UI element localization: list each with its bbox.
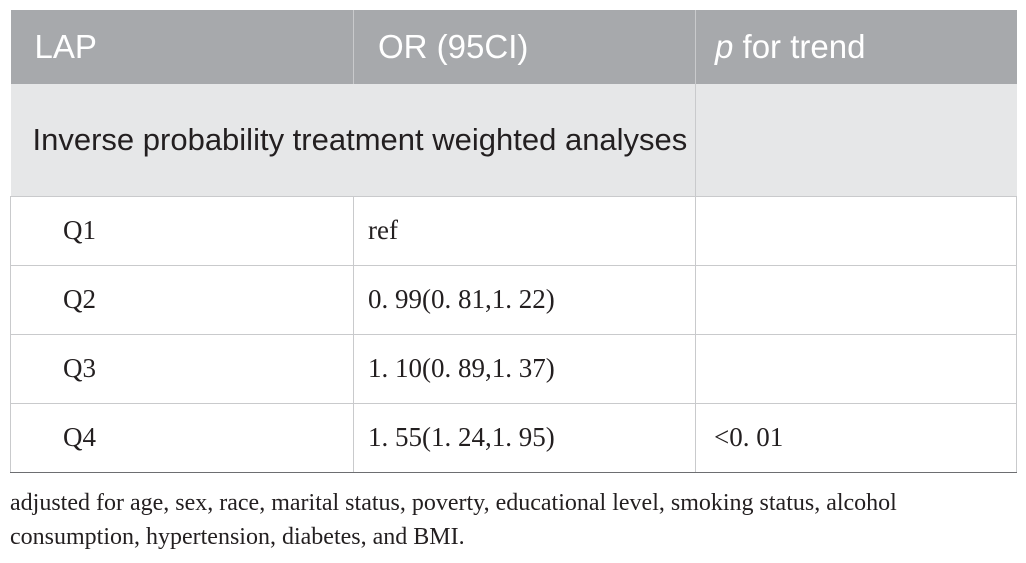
header-p-italic: p: [715, 28, 734, 65]
section-row: Inverse probability treatment weighted a…: [10, 84, 1017, 197]
header-or-ci: OR (95CI): [353, 10, 696, 84]
cell-p-trend: [695, 196, 1017, 266]
cell-or-ci: 0. 99(0. 81,1. 22): [353, 265, 696, 335]
table-row: Q2 0. 99(0. 81,1. 22): [10, 265, 1017, 335]
table-footnote: adjusted for age, sex, race, marital sta…: [10, 490, 897, 550]
cell-quartile: Q3: [10, 334, 354, 404]
header-lap: LAP: [10, 10, 354, 84]
header-row: LAP OR (95CI) p for trend: [10, 10, 1017, 84]
cell-quartile: Q1: [10, 196, 354, 266]
results-table-container: LAP OR (95CI) p for trend Inverse probab…: [10, 10, 1017, 473]
cell-or-ci: 1. 55(1. 24,1. 95): [353, 403, 696, 473]
section-label: Inverse probability treatment weighted a…: [10, 84, 696, 197]
cell-p-trend: [695, 334, 1017, 404]
cell-or-ci: 1. 10(0. 89,1. 37): [353, 334, 696, 404]
cell-or-ci: ref: [353, 196, 696, 266]
cell-p-trend: [695, 265, 1017, 335]
cell-p-trend: <0. 01: [695, 403, 1017, 473]
header-p-for-trend: p for trend: [695, 10, 1017, 84]
section-empty-cell: [695, 84, 1017, 197]
table-row: Q1 ref: [10, 196, 1017, 266]
cell-quartile: Q4: [10, 403, 354, 473]
cell-quartile: Q2: [10, 265, 354, 335]
header-p-rest: for trend: [733, 28, 866, 65]
table-row: Q4 1. 55(1. 24,1. 95) <0. 01: [10, 403, 1017, 473]
table-row: Q3 1. 10(0. 89,1. 37): [10, 334, 1017, 404]
results-table: LAP OR (95CI) p for trend Inverse probab…: [10, 10, 1017, 473]
